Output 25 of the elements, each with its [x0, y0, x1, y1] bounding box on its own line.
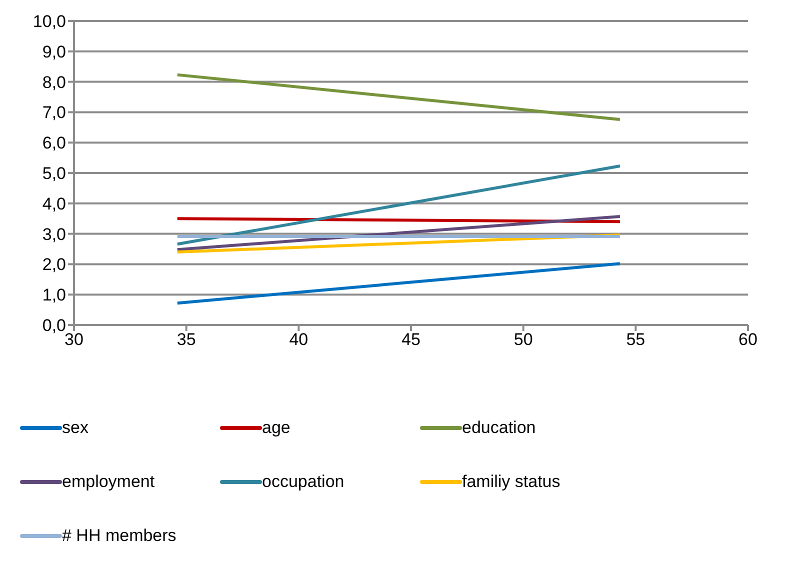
legend-label: age — [262, 418, 290, 438]
y-tick-label: 7,0 — [42, 103, 66, 122]
y-tick-label: 10,0 — [32, 12, 66, 32]
legend-label: familiy status — [462, 472, 560, 492]
y-tick-label: 5,0 — [42, 164, 66, 184]
legend-label: sex — [62, 418, 88, 438]
y-tick-label: 0,0 — [42, 316, 66, 336]
y-tick-label: 9,0 — [42, 42, 66, 62]
legend-label: employment — [62, 472, 155, 492]
x-tick-label: 40 — [289, 330, 308, 350]
x-tick-label: 30 — [64, 330, 84, 350]
legend-label: # HH members — [62, 526, 176, 546]
y-tick-label: 3,0 — [42, 224, 66, 244]
x-tick-label: 55 — [626, 330, 646, 350]
y-tick-label: 2,0 — [42, 255, 66, 274]
legend-label: occupation — [262, 472, 344, 492]
x-tick-label: 60 — [738, 330, 758, 350]
x-tick-label: 35 — [176, 330, 196, 350]
legend-label: education — [462, 418, 536, 438]
x-tick-label: 50 — [514, 330, 533, 350]
y-tick-label: 8,0 — [42, 72, 66, 92]
y-tick-label: 6,0 — [42, 134, 66, 153]
y-tick-label: 4,0 — [42, 194, 66, 214]
x-tick-label: 45 — [402, 330, 420, 350]
y-tick-label: 1,0 — [42, 286, 66, 305]
